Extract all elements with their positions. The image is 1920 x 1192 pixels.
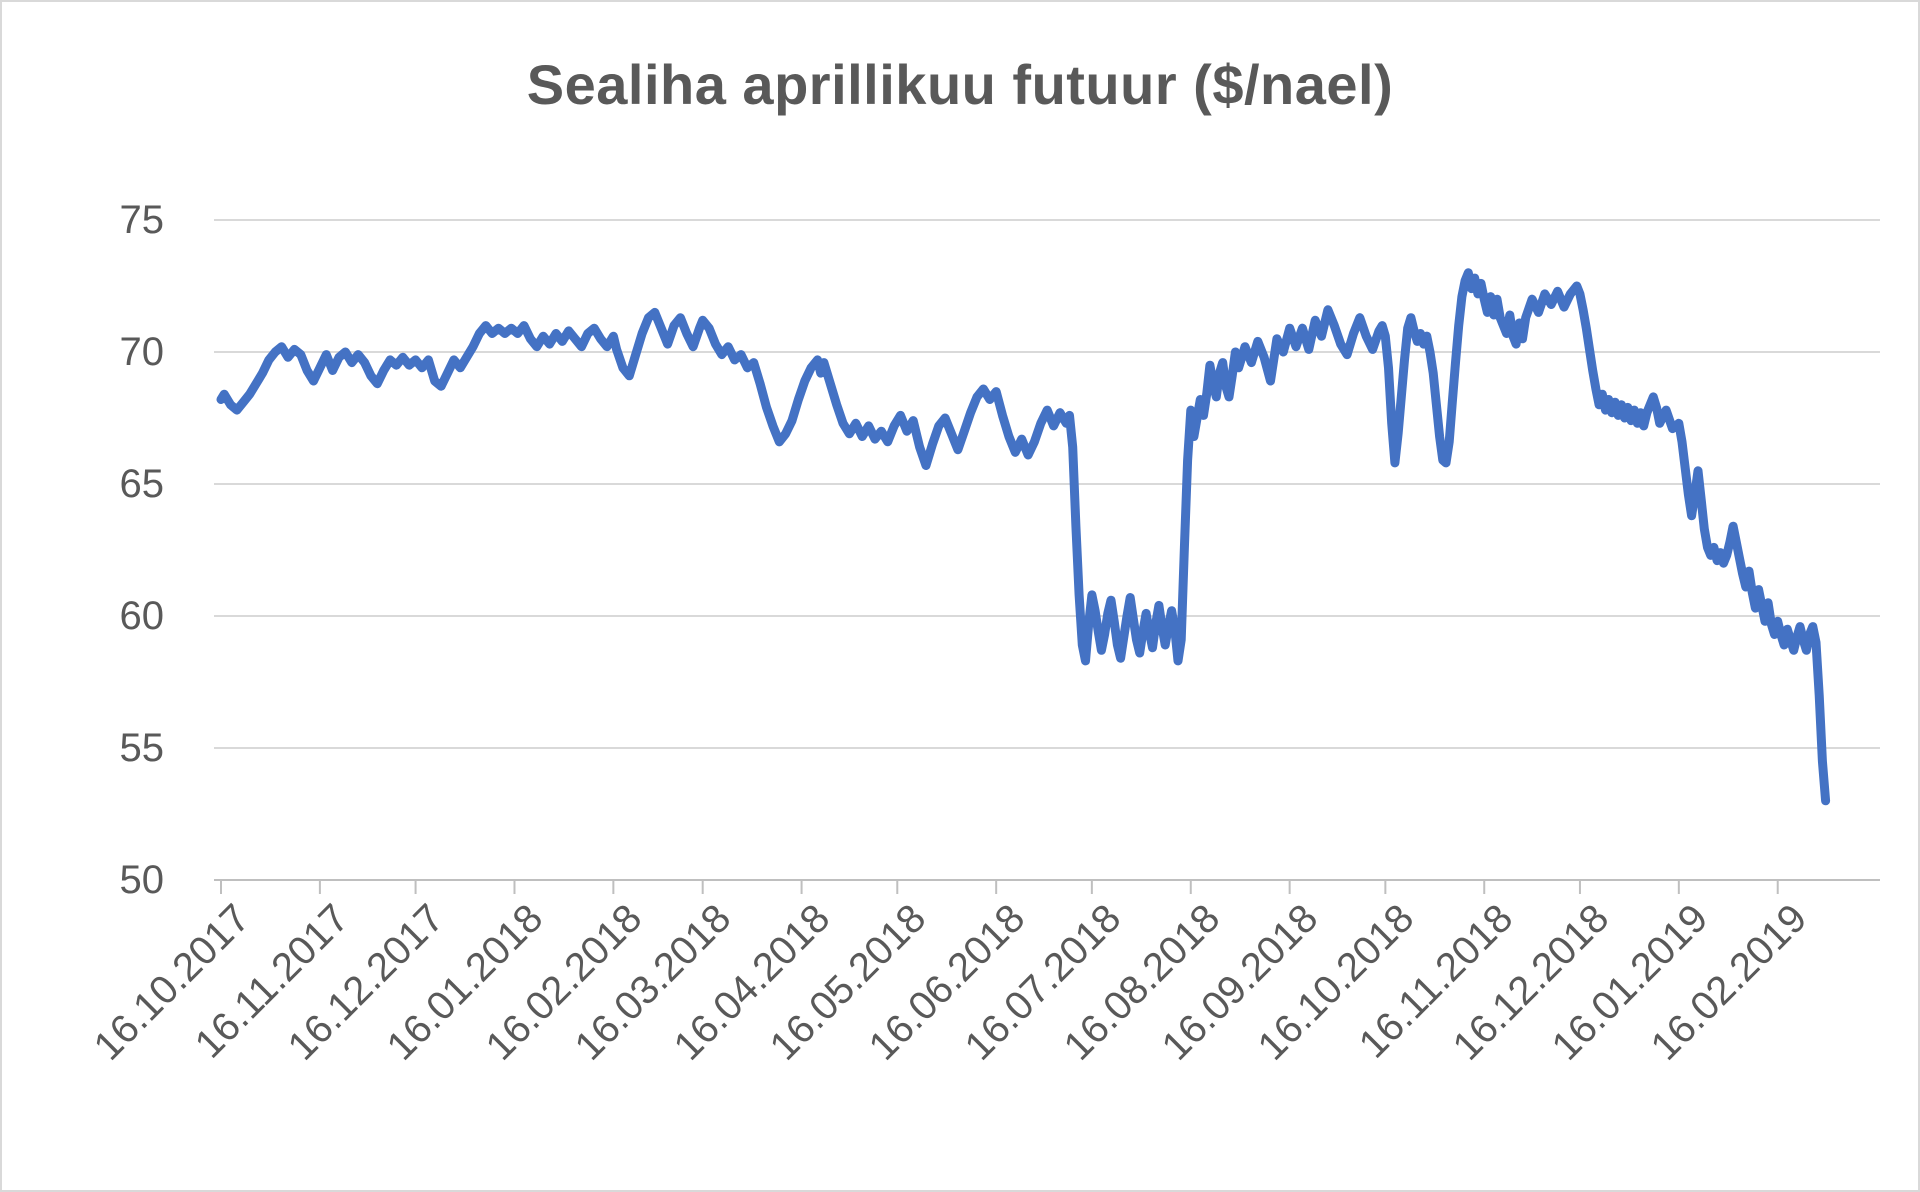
y-axis-label: 55 — [119, 726, 165, 770]
chart-title: Sealiha aprillikuu futuur ($/nael) — [526, 53, 1394, 116]
y-axis-label: 65 — [119, 462, 165, 506]
y-axis-label: 60 — [119, 594, 165, 638]
price-line-series — [216, 268, 1831, 806]
y-axis-label: 50 — [119, 858, 165, 902]
y-axis-label: 75 — [119, 198, 165, 242]
y-axis-label: 70 — [119, 330, 165, 374]
